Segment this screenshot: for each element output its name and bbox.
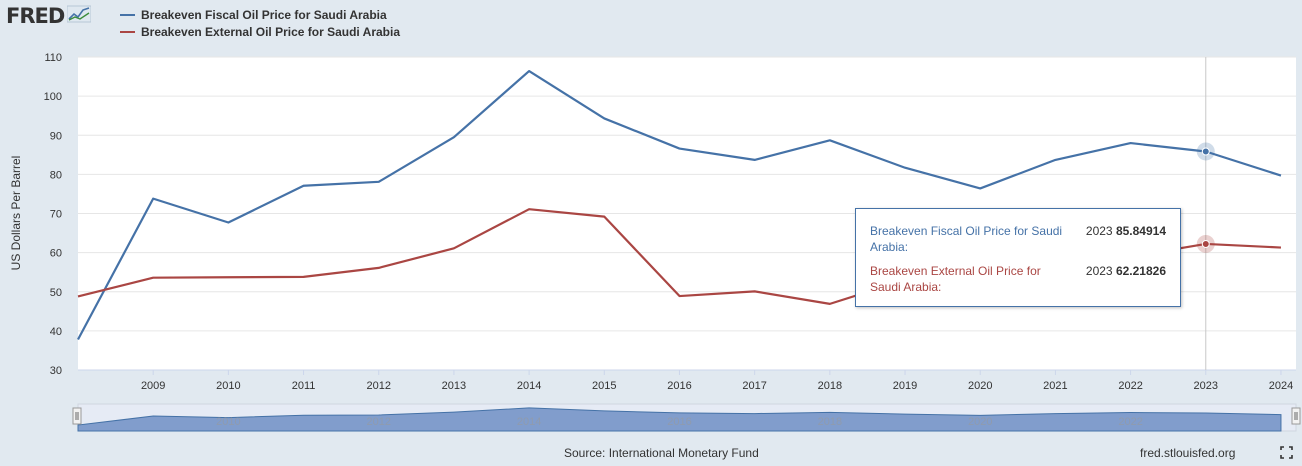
- navigator-label: 2022: [1118, 416, 1142, 428]
- x-tick-label: 2023: [1194, 380, 1218, 392]
- x-tick-label: 2021: [1043, 380, 1067, 392]
- x-tick-label: 2015: [592, 380, 616, 392]
- x-tick-label: 2024: [1269, 380, 1293, 392]
- tooltip-value: 2023 62.21826: [1086, 263, 1166, 279]
- navigator-label: 2010: [216, 416, 240, 428]
- legend-swatch-fiscal: [120, 13, 135, 16]
- logo-text: FRED: [6, 4, 65, 28]
- y-tick-label: 50: [50, 287, 62, 299]
- x-tick-label: 2014: [517, 380, 541, 392]
- navigator-label: 2018: [818, 416, 842, 428]
- legend-label-external: Breakeven External Oil Price for Saudi A…: [141, 24, 400, 39]
- x-axis: 2009 2010 2011 2012 2013 2014 2015 2016 2017 2018…: [78, 369, 1296, 392]
- chart-legend: Breakeven Fiscal Oil Price for Saudi Ara…: [120, 6, 400, 40]
- x-tick-label: 2013: [442, 380, 466, 392]
- x-tick-label: 2009: [141, 380, 165, 392]
- y-tick-label: 60: [50, 248, 62, 260]
- tooltip-series-name: Breakeven External Oil Price for Saudi A…: [870, 264, 1041, 294]
- y-axis-label: US Dollars Per Barrel: [9, 156, 23, 271]
- gridlines: [78, 56, 1296, 371]
- y-tick-label: 100: [44, 91, 62, 103]
- hover-point: [1201, 239, 1210, 248]
- tooltip-value: 2023 85.84914: [1086, 223, 1166, 239]
- y-tick-label: 90: [50, 130, 62, 142]
- navigator-label: 2016: [667, 416, 691, 428]
- x-tick-label: 2018: [818, 380, 842, 392]
- navigator-label: 2020: [968, 416, 992, 428]
- navigator-handle-right[interactable]: [1291, 407, 1301, 425]
- tooltip-number: 85.84914: [1115, 224, 1166, 238]
- x-tick-label: 2019: [893, 380, 917, 392]
- navigator-labels: 2010 2012 2014 2016 2018 2020 2022: [216, 416, 1143, 428]
- tooltip-year: 2023: [1085, 224, 1113, 238]
- x-tick-label: 2016: [667, 380, 691, 392]
- x-tick-label: 2017: [742, 380, 766, 392]
- y-axis: 30 40 50 60 70 80 90 100 110: [44, 52, 62, 377]
- x-tick-label: 2020: [968, 380, 992, 392]
- hover-point: [1201, 147, 1210, 156]
- tooltip-series-name: Breakeven Fiscal Oil Price for Saudi Ara…: [870, 224, 1063, 254]
- y-tick-label: 70: [50, 209, 62, 221]
- y-tick-label: 40: [50, 326, 62, 338]
- x-tick-label: 2010: [216, 380, 240, 392]
- y-tick-label: 110: [44, 52, 62, 64]
- fullscreen-icon[interactable]: [1280, 446, 1293, 464]
- y-tick-label: 30: [50, 365, 62, 377]
- navigator-label: 2014: [517, 416, 541, 428]
- tooltip: Breakeven Fiscal Oil Price for Saudi Ara…: [855, 208, 1181, 307]
- tooltip-year: 2023: [1085, 264, 1113, 278]
- tooltip-number: 62.21826: [1115, 264, 1166, 278]
- legend-label-fiscal: Breakeven Fiscal Oil Price for Saudi Ara…: [141, 7, 387, 22]
- source-note: Source: International Monetary Fund: [564, 446, 759, 460]
- series-line-0: [77, 69, 1282, 341]
- hover-markers: [1196, 142, 1215, 253]
- x-tick-label: 2011: [292, 380, 316, 392]
- legend-item-fiscal[interactable]: Breakeven Fiscal Oil Price for Saudi Ara…: [120, 6, 400, 23]
- y-tick-label: 80: [50, 169, 62, 181]
- x-tick-label: 2012: [366, 380, 390, 392]
- navigator-area: [77, 407, 1282, 432]
- x-tick-label: 2022: [1118, 380, 1142, 392]
- navigator-handle-left[interactable]: [72, 407, 82, 425]
- navigator-label: 2012: [366, 416, 390, 428]
- legend-item-external[interactable]: Breakeven External Oil Price for Saudi A…: [120, 23, 400, 40]
- legend-swatch-external: [120, 30, 135, 33]
- fred-url-link[interactable]: fred.stlouisfed.org: [1140, 446, 1236, 460]
